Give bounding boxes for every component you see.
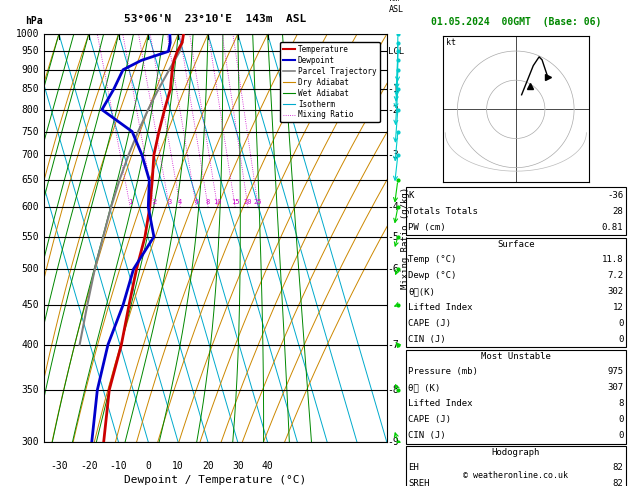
- Text: -30: -30: [50, 461, 68, 470]
- Text: 10: 10: [172, 461, 184, 470]
- Text: θᴇ (K): θᴇ (K): [408, 383, 440, 392]
- Text: 20: 20: [243, 199, 252, 205]
- Text: kt: kt: [446, 38, 456, 47]
- Text: Hodograph: Hodograph: [492, 449, 540, 457]
- Legend: Temperature, Dewpoint, Parcel Trajectory, Dry Adiabat, Wet Adiabat, Isotherm, Mi: Temperature, Dewpoint, Parcel Trajectory…: [281, 42, 379, 122]
- Text: 900: 900: [21, 65, 39, 75]
- Text: 53°06'N  23°10'E  143m  ASL: 53°06'N 23°10'E 143m ASL: [125, 14, 306, 24]
- Text: Lifted Index: Lifted Index: [408, 399, 473, 408]
- Text: 850: 850: [21, 84, 39, 94]
- Text: 350: 350: [21, 385, 39, 395]
- Text: CAPE (J): CAPE (J): [408, 415, 451, 424]
- Text: 500: 500: [21, 264, 39, 274]
- Text: 3: 3: [167, 199, 172, 205]
- Text: -8: -8: [387, 385, 399, 395]
- Text: 7.2: 7.2: [607, 271, 623, 280]
- Text: 15: 15: [231, 199, 240, 205]
- Text: -7: -7: [387, 340, 399, 350]
- Text: θᴇ(K): θᴇ(K): [408, 287, 435, 296]
- Text: -20: -20: [80, 461, 97, 470]
- Text: -2: -2: [387, 104, 399, 115]
- Text: 30: 30: [232, 461, 243, 470]
- Text: 975: 975: [607, 367, 623, 376]
- Text: 1: 1: [128, 199, 132, 205]
- Text: EH: EH: [408, 463, 419, 472]
- Text: Surface: Surface: [497, 240, 535, 249]
- Text: 450: 450: [21, 300, 39, 310]
- Text: -1: -1: [387, 84, 399, 94]
- Text: 25: 25: [254, 199, 262, 205]
- Text: -4: -4: [387, 202, 399, 212]
- Text: 2: 2: [152, 199, 157, 205]
- Text: 0.81: 0.81: [602, 223, 623, 232]
- Text: 0: 0: [618, 335, 623, 344]
- Text: 10: 10: [213, 199, 222, 205]
- Text: SREH: SREH: [408, 479, 430, 486]
- Text: -6: -6: [387, 264, 399, 274]
- Text: © weatheronline.co.uk: © weatheronline.co.uk: [464, 471, 568, 480]
- Text: 800: 800: [21, 104, 39, 115]
- Text: -10: -10: [109, 461, 127, 470]
- Text: Totals Totals: Totals Totals: [408, 207, 478, 216]
- Text: Mixing Ratio (g/kg): Mixing Ratio (g/kg): [401, 187, 410, 289]
- Text: 40: 40: [262, 461, 274, 470]
- Text: CIN (J): CIN (J): [408, 335, 446, 344]
- Text: LCL: LCL: [387, 47, 404, 56]
- Text: -3: -3: [387, 150, 399, 160]
- Text: 0: 0: [618, 319, 623, 328]
- Text: Lifted Index: Lifted Index: [408, 303, 473, 312]
- Text: CIN (J): CIN (J): [408, 431, 446, 440]
- Text: 8: 8: [206, 199, 210, 205]
- Text: 82: 82: [613, 463, 623, 472]
- Text: 82: 82: [613, 479, 623, 486]
- Text: Dewpoint / Temperature (°C): Dewpoint / Temperature (°C): [125, 475, 306, 485]
- Text: CAPE (J): CAPE (J): [408, 319, 451, 328]
- Text: 01.05.2024  00GMT  (Base: 06): 01.05.2024 00GMT (Base: 06): [431, 17, 601, 27]
- Text: -9: -9: [387, 437, 399, 447]
- Text: -36: -36: [607, 191, 623, 200]
- Text: hPa: hPa: [25, 16, 43, 26]
- Text: 300: 300: [21, 437, 39, 447]
- Text: 8: 8: [618, 399, 623, 408]
- Text: 700: 700: [21, 150, 39, 160]
- Text: Most Unstable: Most Unstable: [481, 352, 551, 361]
- Text: km
ASL: km ASL: [389, 0, 404, 14]
- Text: 302: 302: [607, 287, 623, 296]
- Text: 400: 400: [21, 340, 39, 350]
- Text: Temp (°C): Temp (°C): [408, 255, 457, 264]
- Text: PW (cm): PW (cm): [408, 223, 446, 232]
- Text: 650: 650: [21, 175, 39, 185]
- Text: 20: 20: [202, 461, 214, 470]
- Text: 28: 28: [613, 207, 623, 216]
- Text: 750: 750: [21, 126, 39, 137]
- Text: Dewp (°C): Dewp (°C): [408, 271, 457, 280]
- Text: -5: -5: [387, 232, 399, 242]
- Text: 4: 4: [178, 199, 182, 205]
- Text: 0: 0: [145, 461, 152, 470]
- Text: 600: 600: [21, 202, 39, 212]
- Text: 12: 12: [613, 303, 623, 312]
- Text: 307: 307: [607, 383, 623, 392]
- Text: 0: 0: [618, 431, 623, 440]
- Text: 11.8: 11.8: [602, 255, 623, 264]
- Text: 0: 0: [618, 415, 623, 424]
- Text: 6: 6: [194, 199, 199, 205]
- Text: 1000: 1000: [15, 29, 39, 39]
- Text: K: K: [408, 191, 414, 200]
- Text: Pressure (mb): Pressure (mb): [408, 367, 478, 376]
- Text: 550: 550: [21, 232, 39, 242]
- Text: 950: 950: [21, 46, 39, 56]
